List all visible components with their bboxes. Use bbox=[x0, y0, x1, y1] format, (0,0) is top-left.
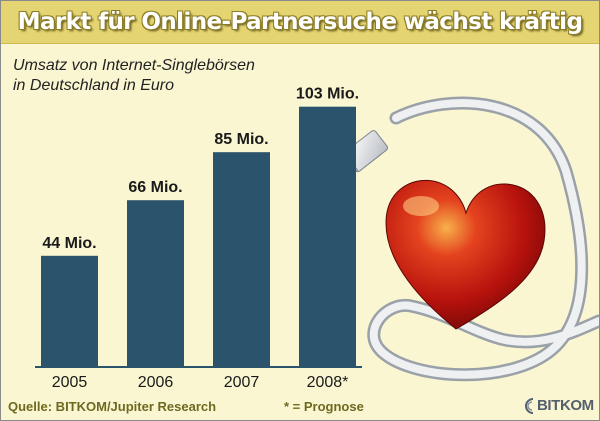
x-tick-2006: 2006 bbox=[138, 374, 174, 391]
bar-series bbox=[41, 106, 356, 367]
subtitle-line-2: in Deutschland in Euro bbox=[13, 77, 174, 94]
value-label-2005: 44 Mio. bbox=[42, 235, 96, 252]
title-bar bbox=[1, 1, 599, 44]
x-tick-labels: 2005 2006 2007 2008* bbox=[52, 374, 349, 391]
bar-2008* bbox=[299, 106, 356, 367]
value-label-2007: 85 Mio. bbox=[214, 131, 268, 148]
bitkom-logo-text: BITKOM bbox=[537, 397, 594, 414]
value-label-2006: 66 Mio. bbox=[128, 179, 182, 196]
value-labels: 44 Mio. 66 Mio. 85 Mio. 103 Mio. bbox=[42, 86, 359, 252]
bar-2006 bbox=[127, 200, 184, 367]
subtitle-line-1: Umsatz von Internet-Singlebörsen bbox=[13, 57, 255, 74]
value-label-2008*: 103 Mio. bbox=[296, 86, 359, 103]
forecast-footnote: * = Prognose bbox=[284, 399, 364, 414]
source-note: Quelle: BITKOM/Jupiter Research bbox=[8, 399, 217, 414]
bar-2005 bbox=[41, 255, 98, 367]
heart-icon bbox=[385, 179, 546, 330]
x-tick-2007: 2007 bbox=[224, 374, 260, 391]
cable-highlight bbox=[369, 99, 599, 379]
heart-cable-illustration bbox=[331, 96, 599, 382]
chart-subtitle: Umsatz von Internet-Singlebörsen in Deut… bbox=[13, 56, 255, 96]
chart-title: Markt für Online-Partnersuche wächst krä… bbox=[17, 9, 583, 35]
x-tick-2005: 2005 bbox=[52, 374, 88, 391]
heart-shine bbox=[403, 196, 439, 216]
bar-2007 bbox=[213, 152, 270, 367]
bitkom-logo-icon bbox=[525, 398, 534, 414]
x-tick-2008*: 2008* bbox=[307, 374, 349, 391]
